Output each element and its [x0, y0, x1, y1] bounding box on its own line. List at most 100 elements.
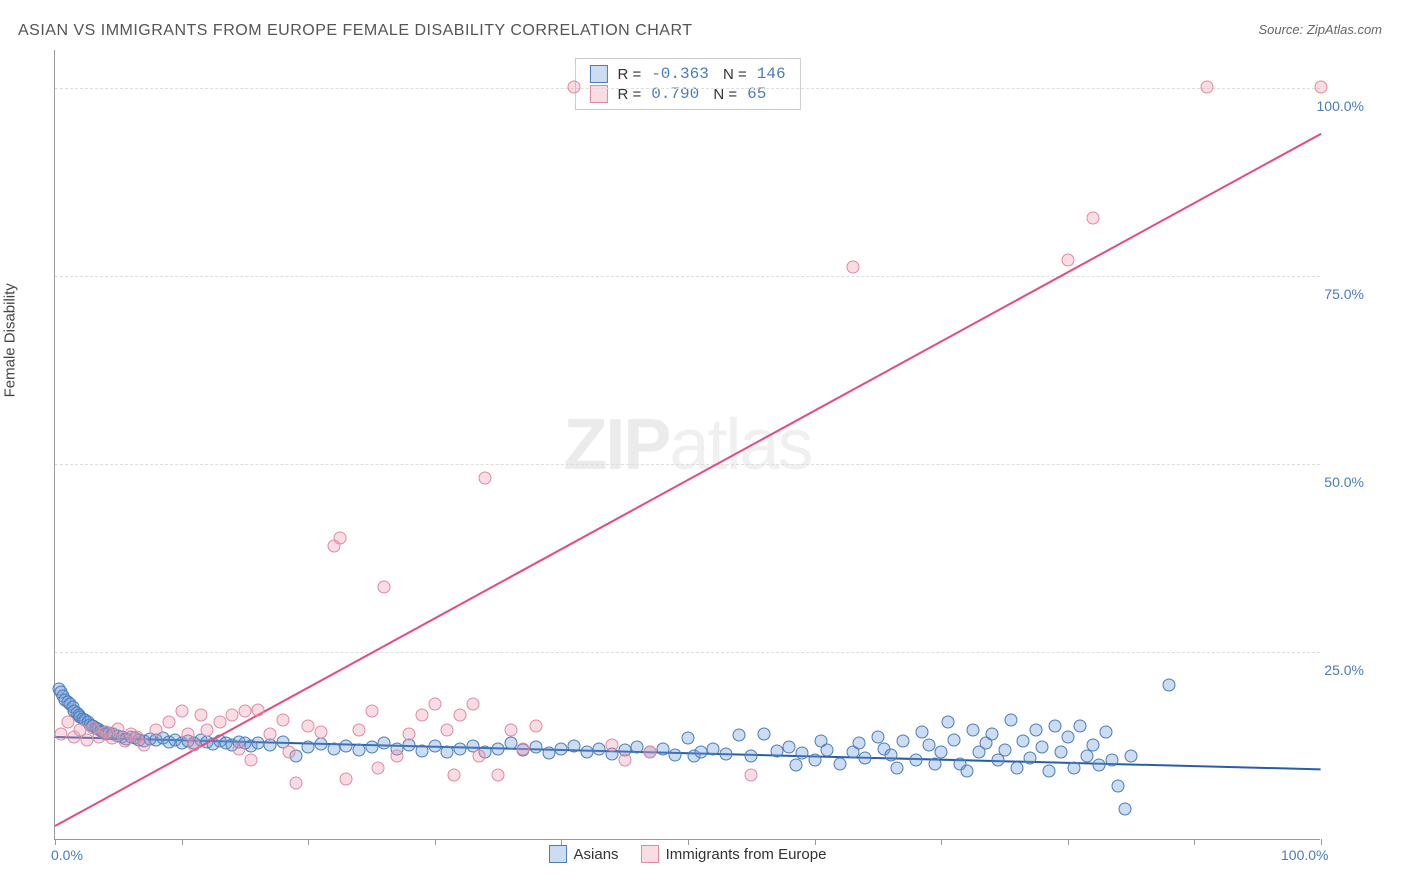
data-point	[795, 747, 808, 760]
data-point	[1315, 80, 1328, 93]
watermark-zip: ZIP	[563, 405, 669, 485]
data-point	[618, 754, 631, 767]
data-point	[644, 746, 657, 759]
data-point	[890, 761, 903, 774]
x-tick	[435, 839, 436, 845]
data-point	[916, 726, 929, 739]
legend-r-value: -0.363	[651, 65, 709, 83]
data-point	[504, 723, 517, 736]
data-point	[150, 723, 163, 736]
data-point	[1049, 720, 1062, 733]
data-point	[745, 750, 758, 763]
data-point	[447, 769, 460, 782]
data-point	[264, 738, 277, 751]
data-point	[492, 742, 505, 755]
data-point	[941, 716, 954, 729]
gridline	[55, 88, 1320, 89]
data-point	[732, 729, 745, 742]
x-tick	[688, 839, 689, 845]
x-tick	[55, 839, 56, 845]
data-point	[1068, 761, 1081, 774]
data-point	[770, 744, 783, 757]
data-point	[378, 736, 391, 749]
data-point	[371, 761, 384, 774]
data-point	[238, 705, 251, 718]
data-point	[1030, 723, 1043, 736]
legend-n-label: N =	[719, 66, 747, 83]
data-point	[960, 765, 973, 778]
data-point	[428, 740, 441, 753]
y-tick-label: 100.0%	[1317, 98, 1364, 114]
data-point	[568, 740, 581, 753]
legend-label: Asians	[574, 846, 619, 863]
data-point	[1087, 212, 1100, 225]
data-point	[251, 736, 264, 749]
data-point	[928, 757, 941, 770]
data-point	[194, 708, 207, 721]
data-point	[112, 723, 125, 736]
legend-swatch	[589, 65, 607, 83]
data-point	[428, 697, 441, 710]
data-point	[530, 741, 543, 754]
data-point	[694, 746, 707, 759]
data-point	[264, 727, 277, 740]
source-attribution: Source: ZipAtlas.com	[1258, 22, 1382, 37]
data-point	[789, 759, 802, 772]
data-point	[580, 745, 593, 758]
data-point	[504, 737, 517, 750]
data-point	[897, 735, 910, 748]
data-point	[555, 743, 568, 756]
x-tick	[561, 839, 562, 845]
x-tick	[308, 839, 309, 845]
data-point	[745, 769, 758, 782]
legend-item: Immigrants from Europe	[641, 845, 827, 863]
data-point	[314, 738, 327, 751]
trendline	[55, 133, 1322, 827]
data-point	[441, 723, 454, 736]
data-point	[859, 751, 872, 764]
legend-label: Immigrants from Europe	[666, 846, 827, 863]
x-tick	[1321, 839, 1322, 845]
data-point	[378, 580, 391, 593]
data-point	[1201, 80, 1214, 93]
x-tick-label: 0.0%	[51, 847, 83, 863]
data-point	[226, 708, 239, 721]
data-point	[966, 723, 979, 736]
data-point	[593, 742, 606, 755]
data-point	[416, 708, 429, 721]
data-point	[365, 741, 378, 754]
data-point	[403, 727, 416, 740]
data-point	[283, 746, 296, 759]
data-point	[175, 705, 188, 718]
data-point	[390, 750, 403, 763]
data-point	[1118, 802, 1131, 815]
x-tick	[182, 839, 183, 845]
legend-n-value: 146	[757, 65, 786, 83]
legend-swatch	[549, 845, 567, 863]
data-point	[340, 739, 353, 752]
data-point	[352, 744, 365, 757]
data-point	[1061, 253, 1074, 266]
data-point	[1087, 738, 1100, 751]
watermark-atlas: atlas	[669, 405, 811, 485]
data-point	[909, 754, 922, 767]
plot-region: ZIPatlas R =-0.363 N =146R = 0.790 N = 6…	[54, 50, 1320, 840]
data-point	[631, 741, 644, 754]
data-point	[1061, 731, 1074, 744]
x-tick	[941, 839, 942, 845]
data-point	[1042, 765, 1055, 778]
data-point	[821, 744, 834, 757]
data-point	[1011, 761, 1024, 774]
data-point	[466, 697, 479, 710]
x-tick-label: 100.0%	[1281, 847, 1328, 863]
data-point	[55, 727, 68, 740]
data-point	[80, 733, 93, 746]
data-point	[1055, 746, 1068, 759]
data-point	[1023, 751, 1036, 764]
data-point	[707, 742, 720, 755]
data-point	[846, 261, 859, 274]
data-point	[340, 772, 353, 785]
data-point	[947, 733, 960, 746]
gridline	[55, 464, 1320, 465]
data-point	[188, 738, 201, 751]
